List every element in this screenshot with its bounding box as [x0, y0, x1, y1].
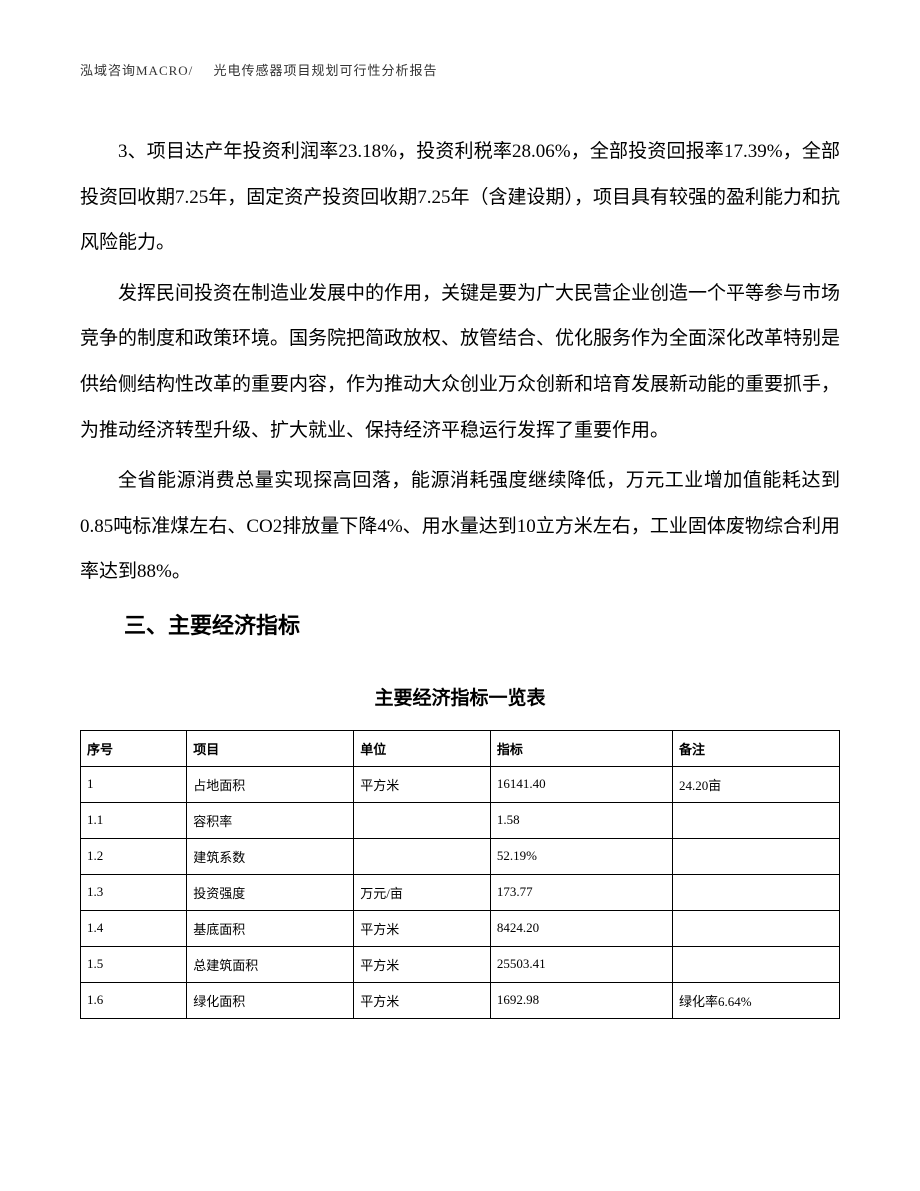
- table-cell: [672, 946, 839, 982]
- table-cell: [672, 802, 839, 838]
- table-header-cell: 项目: [187, 730, 354, 766]
- table-cell: 绿化面积: [187, 982, 354, 1018]
- table-header-cell: 指标: [490, 730, 672, 766]
- section-heading: 三、主要经济指标: [80, 600, 840, 653]
- table-header-cell: 序号: [81, 730, 187, 766]
- table-row: 1.3 投资强度 万元/亩 173.77: [81, 874, 840, 910]
- table-header-cell: 单位: [354, 730, 491, 766]
- table-cell: 8424.20: [490, 910, 672, 946]
- table-row: 1 占地面积 平方米 16141.40 24.20亩: [81, 766, 840, 802]
- table-cell: 1: [81, 766, 187, 802]
- page-header: 泓域咨询MACRO/ 光电传感器项目规划可行性分析报告: [80, 60, 840, 79]
- table-cell: 1.2: [81, 838, 187, 874]
- table-cell: 容积率: [187, 802, 354, 838]
- paragraph-1: 3、项目达产年投资利润率23.18%，投资利税率28.06%，全部投资回报率17…: [80, 129, 840, 266]
- table-cell: 1.6: [81, 982, 187, 1018]
- table-cell: 1.5: [81, 946, 187, 982]
- table-cell: 基底面积: [187, 910, 354, 946]
- table-cell: 16141.40: [490, 766, 672, 802]
- table-row: 1.5 总建筑面积 平方米 25503.41: [81, 946, 840, 982]
- table-row: 1.4 基底面积 平方米 8424.20: [81, 910, 840, 946]
- table-cell: 平方米: [354, 910, 491, 946]
- table-cell: 万元/亩: [354, 874, 491, 910]
- table-cell: 建筑系数: [187, 838, 354, 874]
- table-cell: 绿化率6.64%: [672, 982, 839, 1018]
- table-cell: [672, 874, 839, 910]
- table-cell: 占地面积: [187, 766, 354, 802]
- table-header-cell: 备注: [672, 730, 839, 766]
- table-cell: [672, 838, 839, 874]
- paragraph-3: 全省能源消费总量实现探高回落，能源消耗强度继续降低，万元工业增加值能耗达到0.8…: [80, 458, 840, 595]
- table-row: 1.2 建筑系数 52.19%: [81, 838, 840, 874]
- table-cell: 平方米: [354, 766, 491, 802]
- table-cell: 1692.98: [490, 982, 672, 1018]
- table-cell: 24.20亩: [672, 766, 839, 802]
- table-cell: 平方米: [354, 946, 491, 982]
- table-cell: 52.19%: [490, 838, 672, 874]
- table-cell: [672, 910, 839, 946]
- table-cell: 平方米: [354, 982, 491, 1018]
- table-cell: 1.58: [490, 802, 672, 838]
- table-cell: [354, 838, 491, 874]
- table-header-row: 序号 项目 单位 指标 备注: [81, 730, 840, 766]
- document-page: 泓域咨询MACRO/ 光电传感器项目规划可行性分析报告 3、项目达产年投资利润率…: [0, 0, 920, 1079]
- table-cell: 173.77: [490, 874, 672, 910]
- header-title: 光电传感器项目规划可行性分析报告: [214, 63, 438, 78]
- table-row: 1.6 绿化面积 平方米 1692.98 绿化率6.64%: [81, 982, 840, 1018]
- table-cell: 25503.41: [490, 946, 672, 982]
- table-title: 主要经济指标一览表: [80, 683, 840, 710]
- table-cell: 1.3: [81, 874, 187, 910]
- table-cell: 投资强度: [187, 874, 354, 910]
- table-cell: 1.4: [81, 910, 187, 946]
- economic-indicators-table: 序号 项目 单位 指标 备注 1 占地面积 平方米 16141.40 24.20…: [80, 730, 840, 1019]
- table-cell: [354, 802, 491, 838]
- table-row: 1.1 容积率 1.58: [81, 802, 840, 838]
- table-cell: 1.1: [81, 802, 187, 838]
- header-company: 泓域咨询MACRO/: [80, 63, 193, 78]
- table-body: 1 占地面积 平方米 16141.40 24.20亩 1.1 容积率 1.58 …: [81, 766, 840, 1018]
- table-cell: 总建筑面积: [187, 946, 354, 982]
- paragraph-2: 发挥民间投资在制造业发展中的作用，关键是要为广大民营企业创造一个平等参与市场竞争…: [80, 271, 840, 453]
